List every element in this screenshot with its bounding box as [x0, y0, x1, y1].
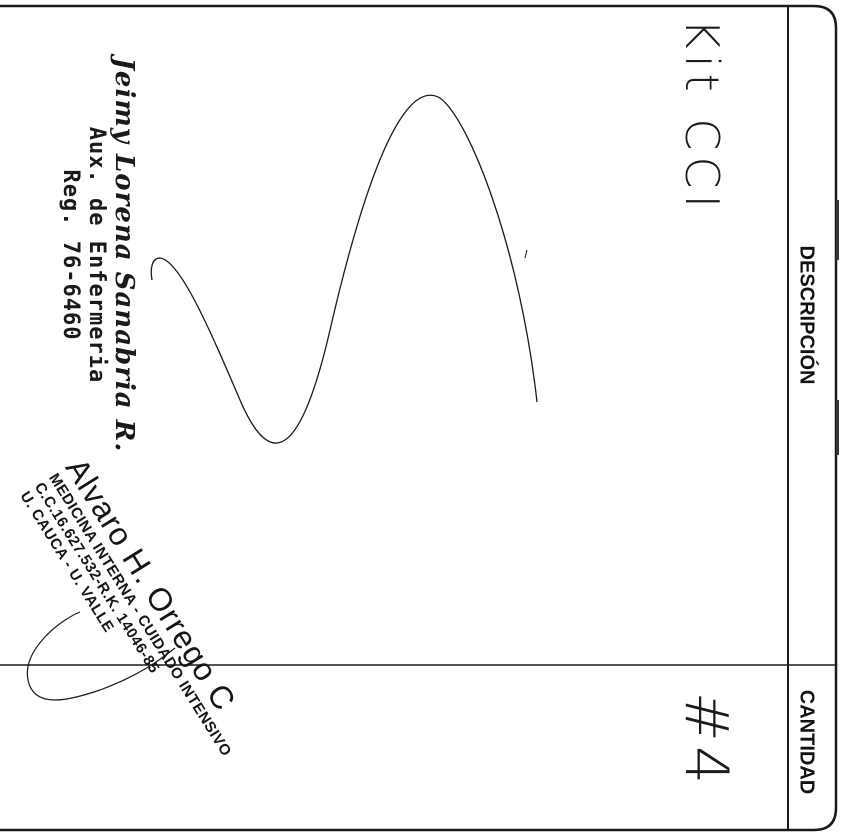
item-quantity: #4 [671, 691, 741, 789]
quantity-header: CANTIDAD [795, 689, 818, 795]
nurse-stamp: Jeimy Lorena Sanabria R. Aux. de Enferme… [57, 58, 139, 453]
edge-mark [836, 400, 839, 455]
nurse-name: Jeimy Lorena Sanabria R. [109, 57, 139, 453]
item-description: • Kit CCI [675, 0, 729, 215]
nurse-registration: Reg. 76-6460 [58, 169, 83, 341]
nurse-title: Aux. de Enfermeria [84, 126, 109, 384]
edge-mark [836, 200, 839, 260]
description-header: DESCRIPCIÓN [795, 245, 818, 385]
